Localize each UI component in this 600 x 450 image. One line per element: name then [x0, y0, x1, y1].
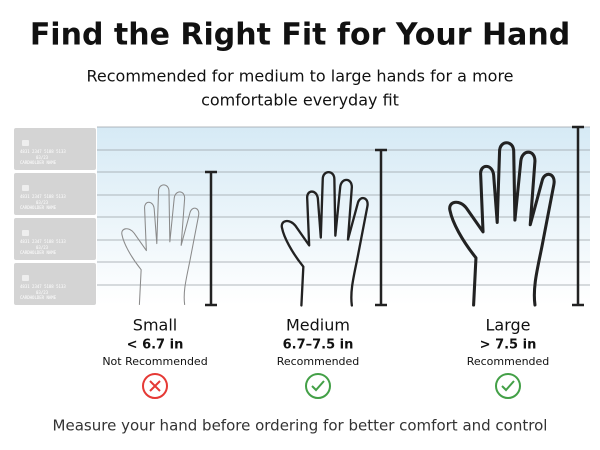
card-number: 4831 2347 5188 5133 — [20, 149, 66, 154]
size-status: Not Recommended — [102, 355, 207, 368]
size-name: Small — [133, 316, 177, 335]
card-name: CARDHOLDER NAME — [20, 160, 57, 165]
card-expiry: 03/23 — [36, 200, 49, 205]
card-chip — [22, 275, 29, 281]
size-range: < 6.7 in — [127, 338, 184, 353]
card-expiry: 03/23 — [36, 290, 49, 295]
card-chip — [22, 140, 29, 146]
size-labels: Small < 6.7 in Not Recommended Medium 6.7–7.… — [102, 316, 549, 369]
card — [14, 263, 96, 305]
card-expiry: 03/23 — [36, 155, 49, 160]
subtitle: Recommended for medium to large hands fo… — [86, 67, 513, 86]
card-expiry: 03/23 — [36, 245, 49, 250]
footer: Measure your hand before ordering for be… — [53, 417, 548, 435]
card-chip — [22, 230, 29, 236]
card-number: 4831 2347 5188 5133 — [20, 194, 66, 199]
size-status: Recommended — [277, 355, 360, 368]
card — [14, 173, 96, 215]
icons — [142, 373, 521, 399]
card-name: CARDHOLDER NAME — [20, 295, 57, 300]
guide-lines — [97, 126, 590, 286]
size-name: Large — [485, 316, 530, 335]
size-range: > 7.5 in — [480, 338, 537, 353]
card — [14, 128, 96, 170]
size-range: 6.7–7.5 in — [283, 338, 354, 353]
card-name: CARDHOLDER NAME — [20, 205, 57, 210]
measure-area — [97, 127, 590, 305]
size-status: Recommended — [467, 355, 550, 368]
title: Find the Right Fit for Your Hand — [30, 18, 570, 53]
card-name: CARDHOLDER NAME — [20, 250, 57, 255]
card-number: 4831 2347 5188 5133 — [20, 239, 66, 244]
card — [14, 218, 96, 260]
card-number: 4831 2347 5188 5133 — [20, 284, 66, 289]
measure-bars — [205, 125, 584, 307]
size-name: Medium — [286, 316, 350, 335]
card-chip — [22, 185, 29, 191]
subtitle: comfortable everyday fit — [201, 91, 399, 110]
